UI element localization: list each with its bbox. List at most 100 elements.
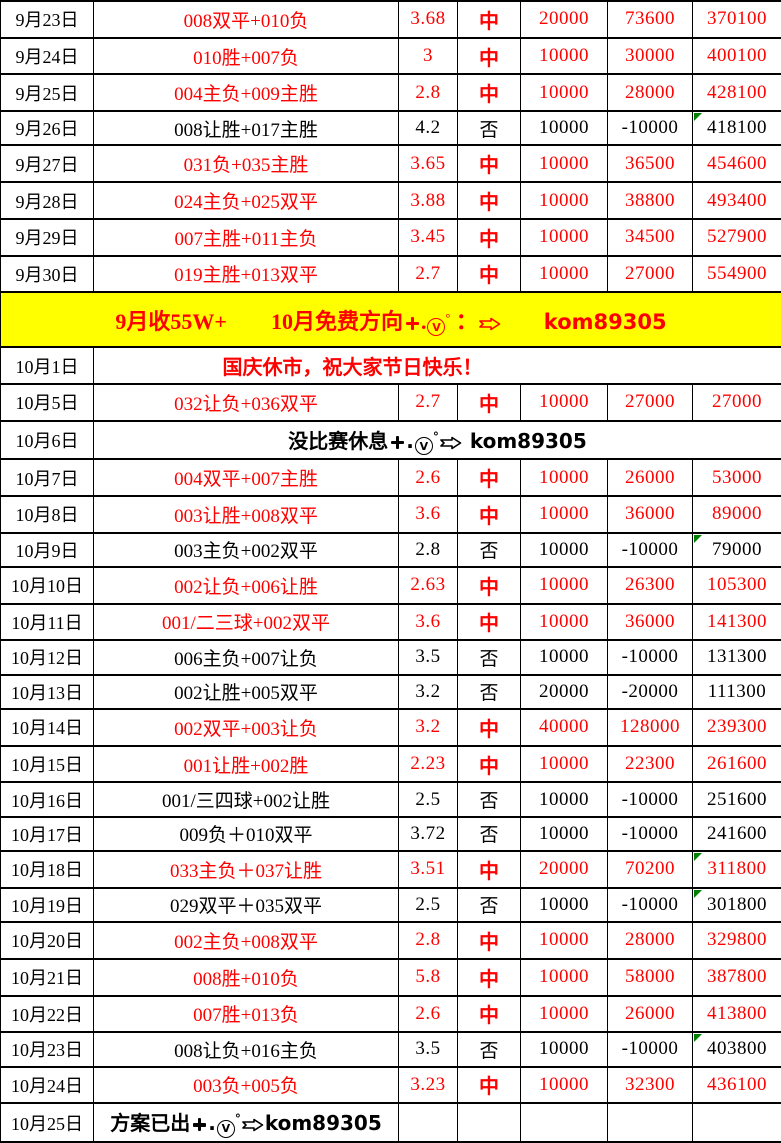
profit-cell: 22300 <box>607 744 693 784</box>
odds-cell: 3.65 <box>398 144 458 184</box>
comment-marker-icon <box>694 113 702 122</box>
degree-mark: ° <box>445 310 451 325</box>
date-cell: 10月16日 <box>0 781 94 818</box>
stake-cell: 10000 <box>520 382 608 422</box>
table-row: 10月21日 008胜+010负 5.8 中 10000 58000 387800 <box>0 957 781 997</box>
stake-cell: 10000 <box>520 458 608 497</box>
total-cell: 370100 <box>692 0 781 39</box>
bet-plan-cell: 001让胜+002胜 <box>93 744 399 784</box>
degree-mark: ° <box>234 1112 241 1127</box>
result-cell: 中 <box>457 217 521 257</box>
bet-plan-cell: 003负+005负 <box>93 1065 399 1105</box>
total-cell: 131300 <box>692 639 781 676</box>
bet-plan-cell: 031负+035主胜 <box>93 144 399 184</box>
table-row: 9月28日 024主负+025双平 3.88 中 10000 38800 493400 <box>0 181 781 220</box>
table-row: 10月16日 001/三四球+002让胜 2.5 否 10000 -10000 251600 <box>0 781 781 818</box>
date-cell: 10月1日 <box>0 346 94 385</box>
profit-cell: -10000 <box>607 815 693 853</box>
total-cell: 261600 <box>692 744 781 784</box>
stake-cell: 10000 <box>520 639 608 676</box>
profit-cell: 36000 <box>607 494 693 534</box>
bet-plan-cell: 019主胜+013双平 <box>93 254 399 294</box>
dot-separator: . <box>420 308 427 334</box>
odds-cell: 3.23 <box>398 1065 458 1105</box>
stake-cell: 10000 <box>520 73 608 113</box>
stake-cell: 10000 <box>520 744 608 784</box>
stake-cell: 10000 <box>520 781 608 818</box>
circled-v-icon: V <box>427 318 446 337</box>
result-cell: 中 <box>457 254 521 294</box>
holiday-notice-row: 10月1日 国庆休市，祝大家节日快乐！ <box>0 346 781 385</box>
colon-separator: ： <box>450 308 478 334</box>
result-cell: 中 <box>457 0 521 39</box>
odds-cell: 3.5 <box>398 1031 458 1068</box>
table-row: 10月12日 006主负+007让负 3.5 否 10000 -10000 131300 <box>0 639 781 676</box>
date-cell: 9月28日 <box>0 181 94 220</box>
total-cell: 554900 <box>692 254 781 294</box>
odds-cell: 2.7 <box>398 254 458 294</box>
profit-cell-empty <box>607 1102 693 1143</box>
profit-cell: -10000 <box>607 639 693 676</box>
contact-id: kom89305 <box>264 1111 382 1136</box>
promo-banner-row: 9月收55W+ 10月免费方向. V° ： kom89305 <box>0 291 781 349</box>
stake-cell: 10000 <box>520 494 608 534</box>
stake-cell: 10000 <box>520 254 608 294</box>
odds-cell: 3.72 <box>398 815 458 853</box>
table-row: 9月26日 008让胜+017主胜 4.2 否 10000 -10000 418100 <box>0 110 781 147</box>
bet-plan-cell: 033主负＋037让胜 <box>93 850 399 889</box>
date-cell: 10月20日 <box>0 921 94 960</box>
bet-plan-cell: 004双平+007主胜 <box>93 458 399 497</box>
plus-icon <box>405 316 419 330</box>
total-cell: 329800 <box>692 921 781 960</box>
holiday-notice-cell: 国庆休市，祝大家节日快乐！ <box>93 346 781 385</box>
odds-cell: 2.6 <box>398 458 458 497</box>
date-cell: 9月29日 <box>0 217 94 257</box>
total-cell: 527900 <box>692 217 781 257</box>
date-cell: 10月15日 <box>0 744 94 784</box>
odds-cell-empty <box>398 1102 458 1143</box>
result-cell: 否 <box>457 781 521 818</box>
total-cell: 454600 <box>692 144 781 184</box>
date-cell: 10月17日 <box>0 815 94 853</box>
stake-cell: 10000 <box>520 957 608 997</box>
odds-cell: 2.6 <box>398 994 458 1034</box>
bet-plan-cell: 010胜+007负 <box>93 36 399 76</box>
date-cell: 10月22日 <box>0 994 94 1034</box>
result-cell: 中 <box>457 181 521 220</box>
total-cell: 79000 <box>692 531 781 568</box>
result-cell: 中 <box>457 144 521 184</box>
table-row: 10月24日 003负+005负 3.23 中 10000 32300 436100 <box>0 1065 781 1105</box>
table-row: 10月15日 001让胜+002胜 2.23 中 10000 22300 261600 <box>0 744 781 784</box>
date-cell: 9月24日 <box>0 36 94 76</box>
profit-cell: 28000 <box>607 73 693 113</box>
total-cell: 301800 <box>692 886 781 924</box>
plus-icon <box>391 435 405 449</box>
total-cell: 413800 <box>692 994 781 1034</box>
date-cell: 10月9日 <box>0 531 94 568</box>
odds-cell: 2.63 <box>398 565 458 605</box>
stake-cell: 10000 <box>520 994 608 1034</box>
date-cell: 10月7日 <box>0 458 94 497</box>
date-cell: 9月23日 <box>0 0 94 39</box>
result-cell-empty <box>457 1102 521 1143</box>
comment-marker-icon <box>694 1034 702 1043</box>
bet-plan-cell: 007胜+013负 <box>93 994 399 1034</box>
date-cell: 10月24日 <box>0 1065 94 1105</box>
stake-cell-empty <box>520 1102 608 1143</box>
date-cell: 10月21日 <box>0 957 94 997</box>
contact-id: kom89305 <box>501 309 667 334</box>
contact-id: kom89305 <box>462 428 587 453</box>
bet-plan-cell: 002让胜+005双平 <box>93 673 399 711</box>
table-row: 10月19日 029双平＋035双平 2.5 否 10000 -10000 301800 <box>0 886 781 924</box>
table-row: 10月5日 032让负+036双平 2.7 中 10000 27000 27000 <box>0 382 781 422</box>
bet-plan-cell: 001/三四球+002让胜 <box>93 781 399 818</box>
bet-plan-cell: 008让胜+017主胜 <box>93 110 399 147</box>
profit-cell: 36500 <box>607 144 693 184</box>
odds-cell: 2.23 <box>398 744 458 784</box>
result-cell: 中 <box>457 382 521 422</box>
profit-cell: -10000 <box>607 110 693 147</box>
stake-cell: 20000 <box>520 673 608 711</box>
date-cell: 9月25日 <box>0 73 94 113</box>
